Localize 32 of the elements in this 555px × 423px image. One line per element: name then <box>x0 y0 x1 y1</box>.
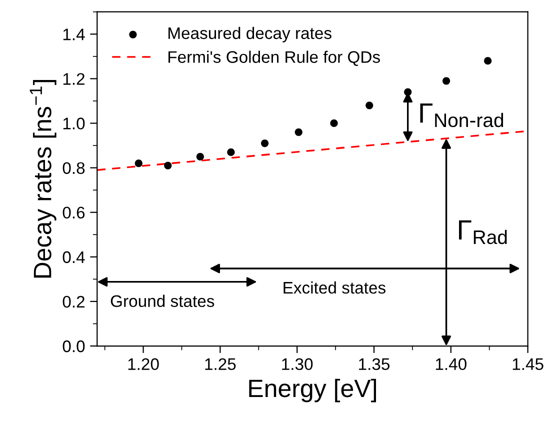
x-tick-label: 1.35 <box>359 358 390 370</box>
point <box>164 162 172 170</box>
annotation: Ground states <box>110 294 214 308</box>
y-tick-label: 0.0 <box>62 340 85 352</box>
point <box>442 77 450 85</box>
legend-label: Fermi's Golden Rule for QDs <box>168 50 380 66</box>
point <box>366 102 374 110</box>
y-tick-label: 0.6 <box>62 206 85 219</box>
point <box>134 160 142 168</box>
x-axis-title: Energy [eV] <box>249 378 376 402</box>
y-tick-label: 0.2 <box>62 296 84 308</box>
x-tick-label: 1.40 <box>436 358 466 370</box>
y-tick-label: 1.2 <box>63 73 84 85</box>
x-tick-label: 1.25 <box>205 358 236 370</box>
point <box>330 119 338 128</box>
annotation: Excited states <box>284 281 386 294</box>
x-tick-label: 1.20 <box>128 358 159 370</box>
y-tick-label: 1.4 <box>63 28 85 40</box>
annotation: Γ$_{Rad}$ <box>459 220 507 244</box>
y-tick-label: 1.0 <box>63 118 85 130</box>
point <box>227 148 235 156</box>
y-tick-label: 0.4 <box>62 251 85 264</box>
x-tick-label: 1.45 <box>512 358 544 370</box>
y-axis-title: Decay rates [ns$^{−1}$] <box>30 80 56 278</box>
y-tick-label: 0.8 <box>62 162 85 174</box>
point <box>196 152 204 160</box>
point <box>260 139 269 148</box>
x-tick-label: 1.30 <box>282 358 313 370</box>
legend-label: Measured decay rates <box>168 26 332 42</box>
point <box>294 128 302 136</box>
annotation: Γ$_{Non-rad}$ <box>420 103 504 128</box>
point <box>484 57 492 65</box>
